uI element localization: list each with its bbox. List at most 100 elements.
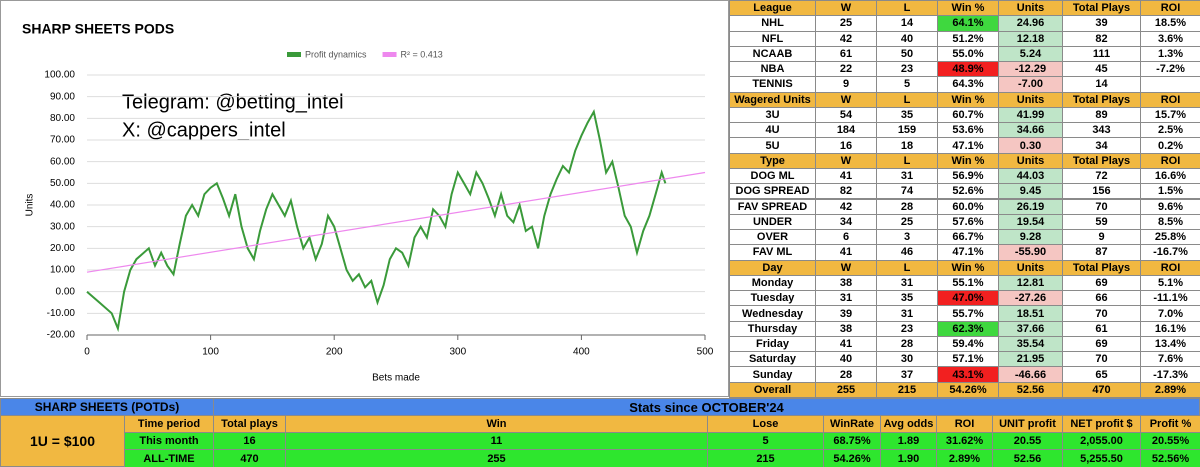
table-cell: 65 <box>1062 366 1141 383</box>
y-tick-label: 10.00 <box>50 265 75 276</box>
table-cell: Monday <box>729 274 816 292</box>
table-cell: 45 <box>1062 61 1141 78</box>
table-cell: 28 <box>876 335 938 353</box>
legend-label: Profit dynamics <box>305 49 367 59</box>
table-cell: 343 <box>1062 122 1141 139</box>
table-cell: L <box>876 91 938 108</box>
table-cell: 54 <box>815 106 877 124</box>
table-cell: Profit % <box>1140 415 1200 433</box>
table-cell: 9.28 <box>998 229 1063 246</box>
table-cell: 111 <box>1062 45 1141 63</box>
table-cell: ROI <box>1140 91 1200 108</box>
table-cell: Tuesday <box>729 290 816 307</box>
table-cell: 5.24 <box>998 45 1063 63</box>
table-cell: 40 <box>815 351 877 368</box>
table-cell: 82 <box>1062 30 1141 47</box>
table-cell: 4U <box>729 122 816 139</box>
line-series <box>86 109 667 333</box>
table-cell: 21.95 <box>998 351 1063 368</box>
table-cell: 57.1% <box>937 351 999 368</box>
table-cell: 0.2% <box>1140 137 1200 154</box>
y-tick-label: 40.00 <box>50 200 75 211</box>
table-cell: Friday <box>729 335 816 353</box>
table-cell: 18.51 <box>998 305 1063 322</box>
x-tick-label: 400 <box>573 347 590 358</box>
table-cell: 34.66 <box>998 122 1063 139</box>
table-cell: 57.6% <box>937 213 999 231</box>
legend-swatch <box>287 52 301 57</box>
table-cell: -55.90 <box>998 244 1063 261</box>
table-cell: 69 <box>1062 335 1141 353</box>
table-cell: TENNIS <box>729 76 816 93</box>
annotation: Telegram: @betting_intel <box>122 91 344 113</box>
table-cell: 18.5% <box>1140 15 1200 32</box>
table-cell: 31 <box>815 290 877 307</box>
table-cell: 41 <box>815 335 877 353</box>
x-tick-label: 100 <box>202 347 219 358</box>
table-cell: 2,055.00 <box>1062 432 1141 450</box>
table-cell: Win % <box>937 259 999 276</box>
table-cell: ROI <box>1140 152 1200 169</box>
table-cell: Units <box>998 0 1063 17</box>
legend-label: R² = 0.413 <box>401 49 443 59</box>
x-tick-label: 500 <box>697 347 714 358</box>
table-cell: Units <box>998 152 1063 169</box>
table-cell: 8.5% <box>1140 213 1200 231</box>
table-cell: 159 <box>876 122 938 139</box>
table-cell: 70 <box>1062 351 1141 368</box>
table-cell: UNIT profit <box>992 415 1063 433</box>
table-cell: -11.1% <box>1140 290 1200 307</box>
table-cell: 2.89% <box>936 449 993 467</box>
table-cell: FAV ML <box>729 244 816 261</box>
table-cell: 1.5% <box>1140 183 1200 200</box>
table-cell: ALL-TIME <box>124 449 214 467</box>
table-cell: 5.1% <box>1140 274 1200 292</box>
table-cell: Total plays <box>213 415 286 433</box>
table-cell: 61 <box>1062 320 1141 337</box>
table-cell: -16.7% <box>1140 244 1200 261</box>
table-cell: Time period <box>124 415 214 433</box>
y-tick-label: -10.00 <box>47 308 76 319</box>
table-cell: W <box>815 0 877 17</box>
table-cell: 55.7% <box>937 305 999 322</box>
chart-title: SHARP SHEETS PODS <box>22 21 174 37</box>
table-cell: Sunday <box>729 366 816 383</box>
table-cell: 68.75% <box>823 432 881 450</box>
table-cell: NCAAB <box>729 45 816 63</box>
table-cell: 22 <box>815 61 877 78</box>
table-cell: 31.62% <box>936 432 993 450</box>
table-cell: 40 <box>876 30 938 47</box>
table-cell: 156 <box>1062 183 1141 200</box>
legend-swatch <box>382 52 397 57</box>
table-cell: 38 <box>815 320 877 337</box>
table-cell: 35.54 <box>998 335 1063 353</box>
table-cell: 60.7% <box>937 106 999 124</box>
table-cell: 47.1% <box>937 244 999 261</box>
table-cell: 52.56% <box>1140 449 1200 467</box>
table-cell: ROI <box>936 415 993 433</box>
table-cell: NHL <box>729 15 816 32</box>
table-cell: 470 <box>1062 381 1141 398</box>
table-cell: 18 <box>876 137 938 154</box>
table-cell: 28 <box>876 198 938 215</box>
table-cell: 52.6% <box>937 183 999 200</box>
table-cell: 51.2% <box>937 30 999 47</box>
table-cell: 87 <box>1062 244 1141 261</box>
table-cell: 25 <box>815 15 877 32</box>
table-cell: 70 <box>1062 198 1141 215</box>
table-cell: 28 <box>815 366 877 383</box>
y-tick-label: 20.00 <box>50 243 75 254</box>
table-cell: Total Plays <box>1062 152 1141 169</box>
table-cell: 42 <box>815 198 877 215</box>
table-cell: 5 <box>876 76 938 93</box>
table-cell: 82 <box>815 183 877 200</box>
table-cell: 60.0% <box>937 198 999 215</box>
table-cell: Units <box>998 259 1063 276</box>
table-cell: Total Plays <box>1062 259 1141 276</box>
table-cell: 184 <box>815 122 877 139</box>
table-cell: 64.1% <box>937 15 999 32</box>
table-cell: 38 <box>815 274 877 292</box>
table-cell: 31 <box>876 167 938 185</box>
table-cell: 39 <box>1062 15 1141 32</box>
table-cell: 52.56 <box>998 381 1063 398</box>
